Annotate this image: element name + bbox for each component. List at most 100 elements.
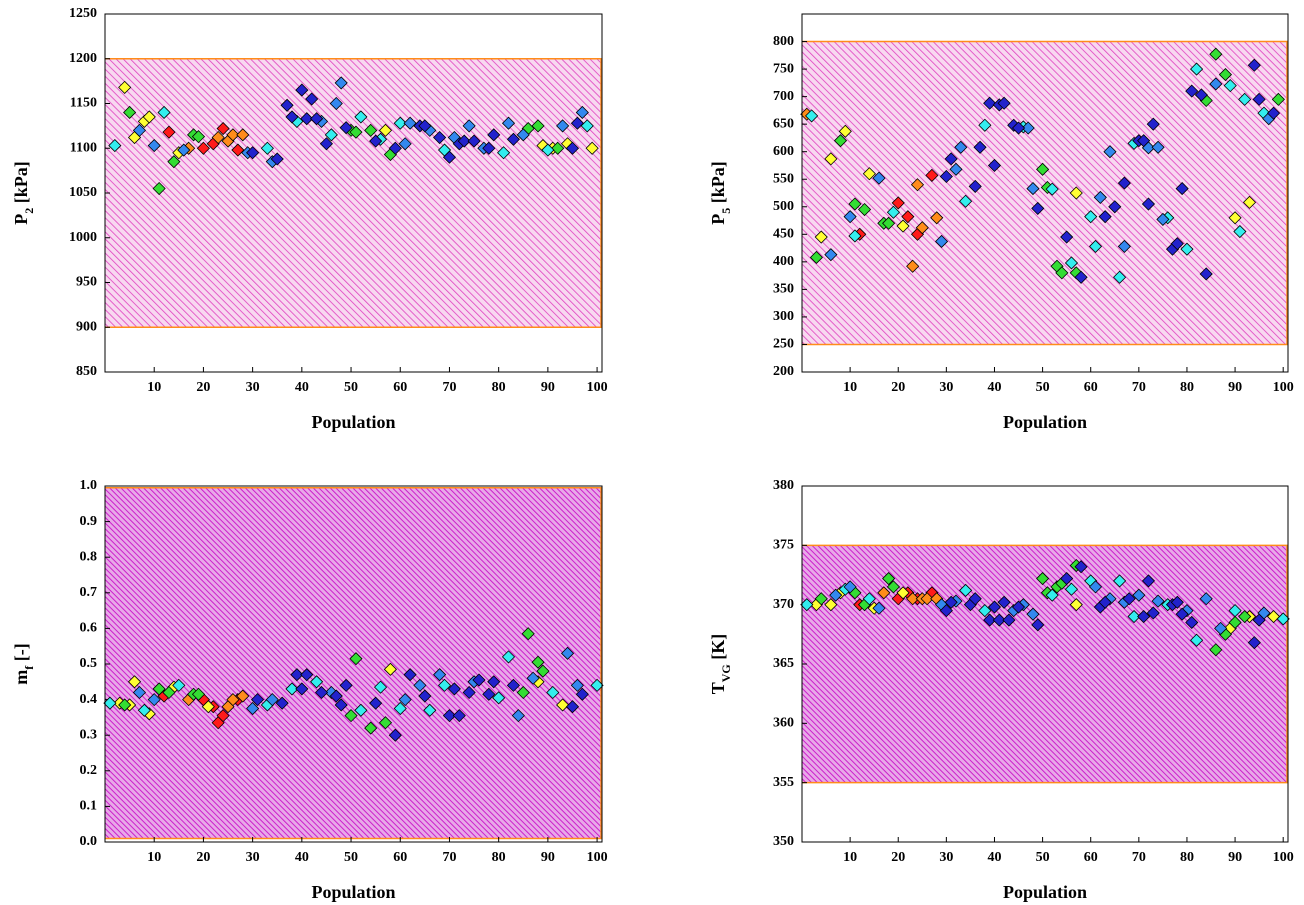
data-point xyxy=(1146,117,1160,131)
data-point xyxy=(1021,121,1035,135)
y-axis-label-part: P xyxy=(11,214,31,225)
data-point xyxy=(482,687,496,701)
data-point xyxy=(1108,200,1122,214)
data-point xyxy=(1266,609,1281,624)
data-point xyxy=(930,211,944,225)
data-point xyxy=(1252,613,1266,627)
y-axis-label: P5 [kPa] xyxy=(708,161,733,225)
data-point xyxy=(862,167,876,181)
subplot: 350 355 360 365 370 375 380 10 20 30 40 50 60 70 80 90 1… xyxy=(708,478,1294,902)
data-point xyxy=(295,83,309,97)
data-point xyxy=(1084,210,1098,224)
data-point xyxy=(987,600,1002,614)
data-point xyxy=(1233,224,1247,239)
data-point xyxy=(285,110,299,124)
data-point xyxy=(403,116,417,130)
data-point xyxy=(472,673,486,687)
data-point xyxy=(1141,197,1156,211)
data-point xyxy=(329,689,343,703)
data-point xyxy=(983,613,997,627)
data-point xyxy=(1002,613,1016,627)
data-point xyxy=(556,119,570,133)
data-point xyxy=(1069,598,1083,612)
data-point xyxy=(1036,162,1050,176)
data-point xyxy=(270,152,284,166)
data-point xyxy=(487,675,501,689)
subplot: 850 900 950 1000 1050 1100 1150 1200 1250 10 20 30 4… xyxy=(11,6,607,432)
y-tick-label: 800 xyxy=(773,34,794,49)
x-tick-label: 20 xyxy=(891,850,905,865)
data-point xyxy=(987,158,1002,173)
data-point xyxy=(334,76,348,90)
data-point xyxy=(824,152,838,166)
y-tick-label: 650 xyxy=(773,116,794,131)
y-tick-label: 1150 xyxy=(70,96,97,111)
data-point xyxy=(1045,588,1059,602)
data-point xyxy=(103,696,117,710)
data-point xyxy=(1214,621,1228,635)
data-point xyxy=(968,179,982,193)
x-tick-label: 40 xyxy=(295,850,309,865)
data-point xyxy=(295,682,309,696)
data-point xyxy=(433,130,447,145)
data-point xyxy=(862,592,876,606)
data-point xyxy=(211,130,225,145)
data-point xyxy=(388,728,402,742)
feasible-band xyxy=(802,41,1288,345)
data-point xyxy=(560,646,575,660)
y-tick-label: 0.2 xyxy=(80,763,98,778)
data-point xyxy=(314,685,329,700)
data-point xyxy=(364,721,378,735)
x-axis-label: Population xyxy=(311,882,395,902)
data-point xyxy=(246,146,260,160)
data-point xyxy=(1060,230,1074,244)
x-tick-label: 50 xyxy=(1036,380,1050,395)
data-point xyxy=(462,119,476,133)
data-point xyxy=(556,698,570,712)
x-tick-label: 70 xyxy=(442,380,456,395)
data-point xyxy=(1103,145,1117,159)
data-point xyxy=(570,116,584,130)
data-point xyxy=(526,671,540,685)
x-tick-label: 80 xyxy=(492,850,506,865)
y-axis-label-part: 2 xyxy=(22,208,36,214)
data-point xyxy=(265,693,279,707)
data-point xyxy=(1180,242,1194,256)
data-point xyxy=(1117,176,1131,190)
y-tick-label: 850 xyxy=(76,364,97,379)
data-point xyxy=(501,650,516,664)
x-tick-label: 60 xyxy=(393,380,407,395)
data-point xyxy=(118,80,132,94)
y-axis-label-part: T xyxy=(708,682,728,694)
y-tick-label: 0.7 xyxy=(80,585,98,600)
data-point xyxy=(442,150,457,164)
data-point xyxy=(1074,560,1088,574)
data-point xyxy=(1031,618,1045,632)
data-point xyxy=(1064,582,1079,596)
data-point xyxy=(833,134,848,148)
x-tick-label: 30 xyxy=(246,380,260,395)
y-tick-label: 600 xyxy=(773,144,794,159)
data-point xyxy=(437,678,452,692)
data-point xyxy=(1228,615,1242,630)
y-tick-label: 700 xyxy=(773,89,794,104)
data-point xyxy=(506,678,520,692)
x-tick-label: 20 xyxy=(891,380,905,395)
y-axis-label: P2 [kPa] xyxy=(11,161,36,225)
feasible-band xyxy=(105,487,602,839)
data-point xyxy=(398,137,412,151)
data-point xyxy=(236,689,250,703)
data-point xyxy=(968,592,982,606)
data-point xyxy=(531,655,545,669)
y-tick-label: 0.3 xyxy=(80,727,98,742)
data-point xyxy=(1185,615,1199,630)
y-tick-label: 1200 xyxy=(69,51,97,66)
data-point xyxy=(1223,79,1237,93)
x-tick-label: 50 xyxy=(1036,850,1050,865)
data-point xyxy=(388,141,402,155)
x-tick-label: 50 xyxy=(344,850,358,865)
y-tick-label: 1250 xyxy=(69,6,97,21)
data-point xyxy=(882,216,896,230)
data-point xyxy=(565,141,580,155)
data-point xyxy=(925,168,939,182)
